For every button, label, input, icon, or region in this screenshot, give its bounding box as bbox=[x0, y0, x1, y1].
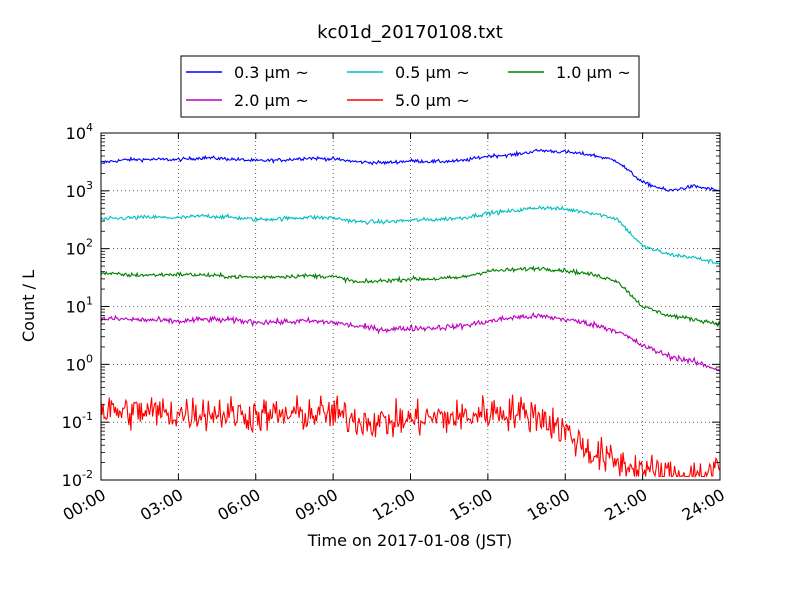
y-tick-label: 103 bbox=[66, 179, 93, 201]
y-tick-label: 104 bbox=[66, 121, 93, 143]
chart-title: kc01d_20170108.txt bbox=[317, 22, 503, 43]
legend-label-1: 0.3 μm ~ bbox=[234, 63, 309, 82]
series-line-5 bbox=[101, 394, 720, 479]
legend-label-4: 2.0 μm ~ bbox=[234, 91, 309, 110]
legend-box bbox=[180, 55, 640, 118]
legend-label-5: 5.0 μm ~ bbox=[395, 91, 470, 110]
legend-label-2: 0.5 μm ~ bbox=[395, 63, 470, 82]
legend-label-3: 1.0 μm ~ bbox=[556, 63, 631, 82]
legend: 0.3 μm ~ 0.5 μm ~ 1.0 μm ~ 2.0 μm ~ 5.0 μm ~ bbox=[180, 55, 640, 118]
y-tick-label: 10-1 bbox=[62, 410, 93, 432]
y-axis-label: Count / L bbox=[19, 270, 38, 342]
series-lines bbox=[101, 148, 720, 479]
series-line-4 bbox=[101, 311, 720, 372]
y-tick-label: 100 bbox=[66, 352, 93, 374]
x-axis-label: Time on 2017-01-08 (JST) bbox=[307, 531, 512, 550]
series-line-1 bbox=[101, 148, 720, 192]
y-tick-label: 101 bbox=[66, 295, 93, 317]
y-tick-label: 10-2 bbox=[62, 468, 93, 490]
series-line-3 bbox=[101, 265, 720, 328]
series-line-2 bbox=[101, 205, 720, 266]
y-tick-label: 102 bbox=[66, 237, 93, 259]
